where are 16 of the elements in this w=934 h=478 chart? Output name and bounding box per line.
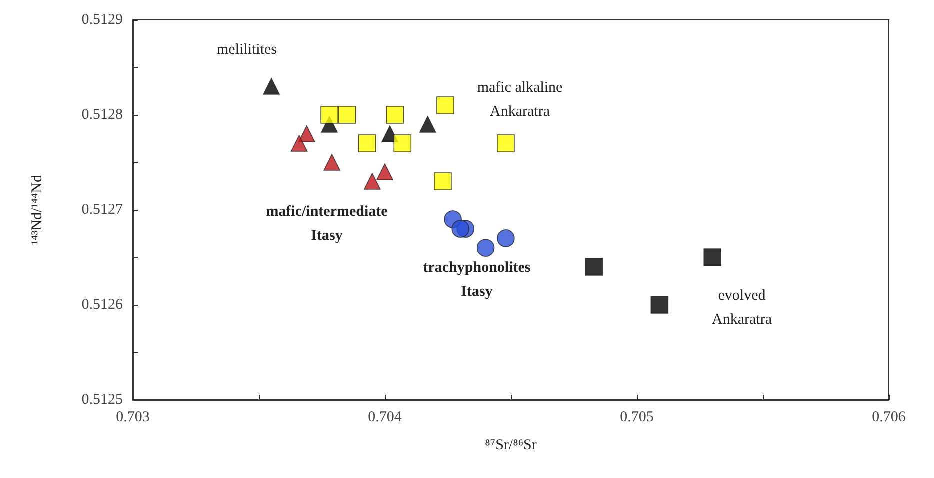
y-tick-label: 0.5128 [82, 107, 123, 123]
annotation: evolved Ankaratra [712, 288, 772, 328]
x-tick-label: 0.706 [872, 410, 906, 426]
annotation: mafic/intermediate Itasy [266, 204, 388, 244]
annotation: trachyphonolites Itasy [423, 260, 531, 300]
x-tick-label: 0.705 [620, 410, 654, 426]
y-tick-label: 0.5125 [82, 392, 123, 408]
x-tick-label: 0.704 [368, 410, 402, 426]
y-tick-label: 0.5129 [82, 12, 123, 28]
annotation: melilitites [217, 42, 278, 58]
y-tick-label: 0.5127 [82, 202, 124, 218]
x-tick-label: 0.703 [116, 410, 150, 426]
y-axis-title: ¹⁴³Nd/¹⁴⁴Nd [30, 174, 46, 246]
y-tick-label: 0.5126 [82, 297, 124, 313]
annotation: mafic alkaline Ankaratra [477, 80, 564, 120]
x-axis-title: ⁸⁷Sr/⁸⁶Sr [485, 438, 537, 454]
